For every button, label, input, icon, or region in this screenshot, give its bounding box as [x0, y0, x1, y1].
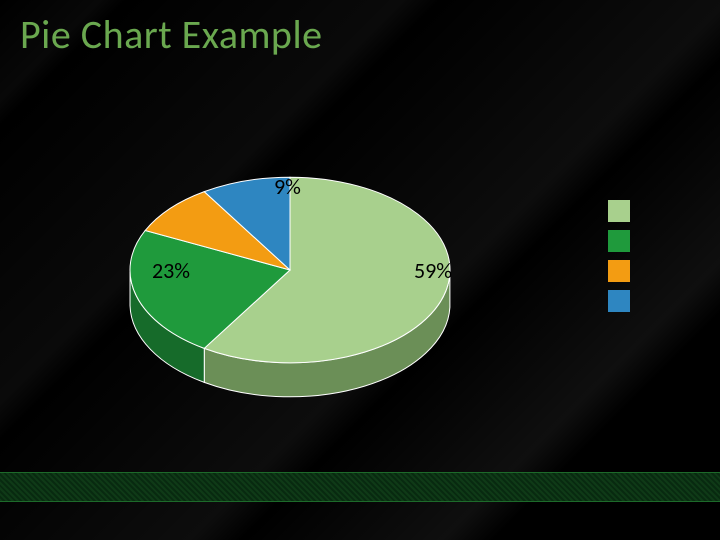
data-label-23: 23%	[148, 256, 194, 285]
pie-chart: 59% 23% 9% 9%	[110, 130, 630, 440]
legend-swatch-4	[608, 290, 630, 312]
footer-stripe	[0, 472, 720, 502]
legend-swatch-2	[608, 230, 630, 252]
data-label-9-orange: 9%	[270, 172, 305, 201]
slide-title: Pie Chart Example	[20, 10, 323, 59]
legend	[608, 200, 630, 312]
legend-swatch-3	[608, 260, 630, 282]
slide: Pie Chart Example 59% 23% 9% 9%	[0, 0, 720, 540]
pie-wrap: 59% 23% 9% 9%	[110, 130, 470, 440]
legend-swatch-1	[608, 200, 630, 222]
data-label-59: 59%	[410, 256, 456, 285]
